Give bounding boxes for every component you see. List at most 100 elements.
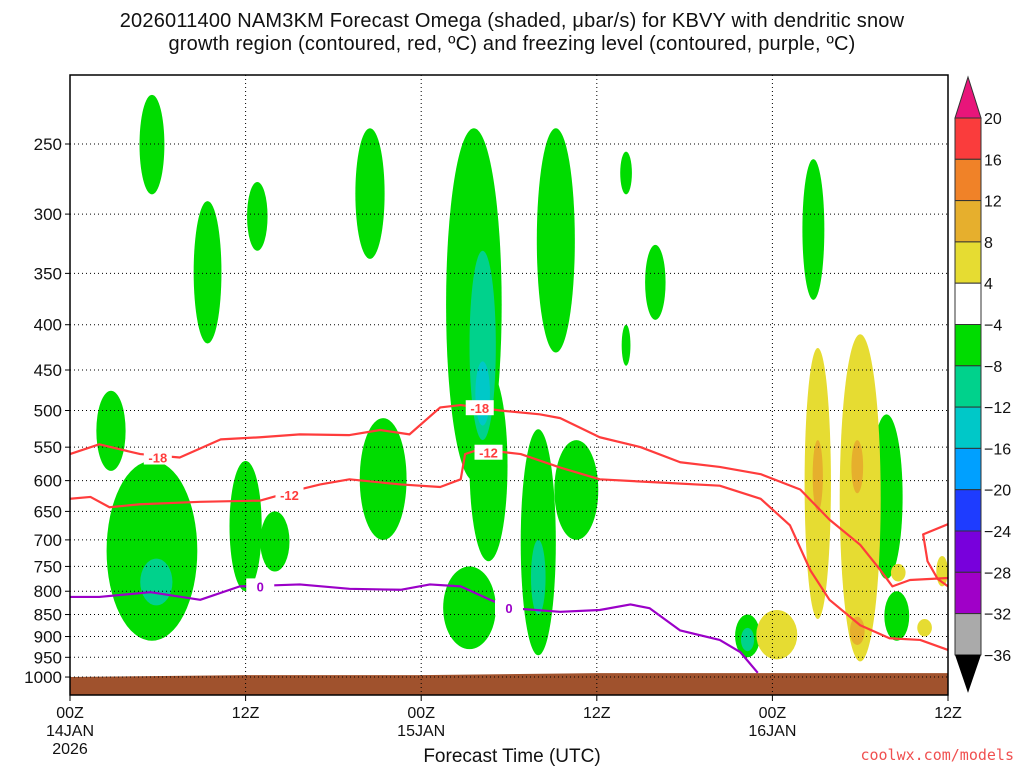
contour-label-bg — [143, 449, 172, 465]
y-tick-label: 750 — [34, 557, 62, 576]
colorbar-bin — [954, 365, 982, 408]
omega-region — [917, 619, 932, 637]
omega-region — [554, 440, 599, 540]
y-tick-label: 950 — [34, 648, 62, 667]
contour-label: -18 — [470, 401, 489, 416]
colorbar-over-triangle — [954, 75, 982, 119]
colorbar-bin — [954, 117, 982, 160]
omega-region — [140, 558, 173, 606]
colorbar-bin — [954, 571, 982, 615]
omega-region — [106, 460, 198, 641]
contour-label-bg — [275, 487, 304, 503]
x-tick-label: 14JAN — [46, 723, 94, 740]
colorbar-label: −4 — [984, 318, 1002, 335]
omega-region — [443, 566, 496, 650]
y-tick-label: 900 — [34, 628, 62, 647]
omega-region — [802, 159, 825, 300]
omega-region — [355, 128, 385, 259]
x-tick-label: 00Z — [407, 705, 435, 722]
y-tick-label: 600 — [34, 472, 62, 491]
colorbar-bin — [954, 241, 982, 284]
contour-line — [70, 403, 948, 588]
colorbar-bin — [954, 200, 982, 243]
colorbar-bin — [954, 158, 982, 202]
ground-terrain — [70, 673, 948, 695]
contour-label: 0 — [505, 601, 512, 616]
contour-line — [70, 583, 759, 674]
contour-label-bg — [246, 578, 275, 594]
y-tick-label: 650 — [34, 502, 62, 521]
y-tick-label: 550 — [34, 438, 62, 457]
colorbar-bin — [954, 324, 982, 367]
colorbar-label: −8 — [984, 359, 1002, 376]
colorbar-label: −24 — [984, 524, 1011, 541]
y-tick-label: 800 — [34, 582, 62, 601]
colorbar-label: 4 — [984, 276, 993, 293]
contour-label-bg — [495, 600, 523, 616]
colorbar-under-triangle — [955, 654, 981, 693]
omega-region — [96, 390, 126, 471]
omega-region — [359, 418, 407, 540]
credit-link[interactable]: coolwx.com/models — [860, 746, 1014, 764]
y-tick-label: 850 — [34, 606, 62, 625]
omega-region — [139, 94, 165, 195]
colorbar-label: 8 — [984, 235, 993, 252]
x-tick-label: 00Z — [759, 705, 787, 722]
omega-region — [851, 440, 864, 494]
colorbar-label: −16 — [984, 441, 1011, 458]
colorbar-bin — [954, 282, 982, 326]
y-tick-label: 450 — [34, 361, 62, 380]
omega-region — [536, 128, 575, 353]
omega-region — [260, 511, 290, 572]
contour-label: -12 — [280, 488, 299, 503]
colorbar-label: −32 — [984, 607, 1011, 624]
plot-area: -18 -18 -12 -12 0 0 — [70, 75, 948, 695]
colorbar-label: 16 — [984, 152, 1002, 169]
omega-region — [884, 591, 910, 641]
omega-region — [530, 539, 546, 615]
x-tick-label: 12Z — [583, 705, 611, 722]
omega-region — [193, 201, 222, 344]
colorbar-bin — [954, 613, 982, 656]
contour-line — [922, 523, 948, 588]
omega-region — [740, 627, 755, 652]
plot-background — [70, 75, 948, 695]
y-tick-label: 350 — [34, 264, 62, 283]
chart-title-line2: growth region (contoured, red, ºC) and f… — [168, 33, 856, 55]
x-tick-label: 00Z — [56, 705, 84, 722]
x-tick-label: 12Z — [934, 705, 962, 722]
contour-label: -18 — [148, 451, 167, 466]
x-tick-label: 2026 — [52, 741, 88, 758]
omega-region — [621, 324, 631, 366]
omega-region — [839, 334, 881, 662]
omega-region — [812, 440, 823, 512]
colorbar-label: 20 — [984, 111, 1002, 128]
contour-label-bg — [465, 400, 494, 416]
y-tick-label: 1000 — [24, 668, 62, 687]
omega-region — [890, 563, 906, 582]
omega-region — [247, 182, 268, 251]
x-tick-label: 16JAN — [748, 723, 796, 740]
colorbar-label: −20 — [984, 483, 1011, 500]
colorbar-bin — [954, 530, 982, 573]
y-tick-label: 250 — [34, 135, 62, 154]
colorbar-bin — [954, 447, 982, 491]
colorbar-bin — [954, 489, 982, 532]
chart-title-line1: 2026011400 NAM3KM Forecast Omega (shaded… — [119, 10, 905, 32]
omega-region — [849, 616, 865, 645]
y-tick-label: 700 — [34, 531, 62, 550]
omega-region — [229, 460, 262, 592]
plot-frame — [69, 74, 949, 696]
contour-label: -12 — [479, 446, 498, 461]
x-tick-label: 15JAN — [397, 723, 445, 740]
colorbar-label: −12 — [984, 400, 1011, 417]
colorbar-label: 12 — [984, 194, 1002, 211]
colorbar-label: −28 — [984, 565, 1011, 582]
omega-region — [645, 244, 666, 320]
colorbar-bin — [954, 406, 982, 449]
y-tick-label: 300 — [34, 205, 62, 224]
contour-label: 0 — [257, 579, 264, 594]
y-tick-label: 400 — [34, 316, 62, 335]
y-tick-label: 500 — [34, 402, 62, 421]
